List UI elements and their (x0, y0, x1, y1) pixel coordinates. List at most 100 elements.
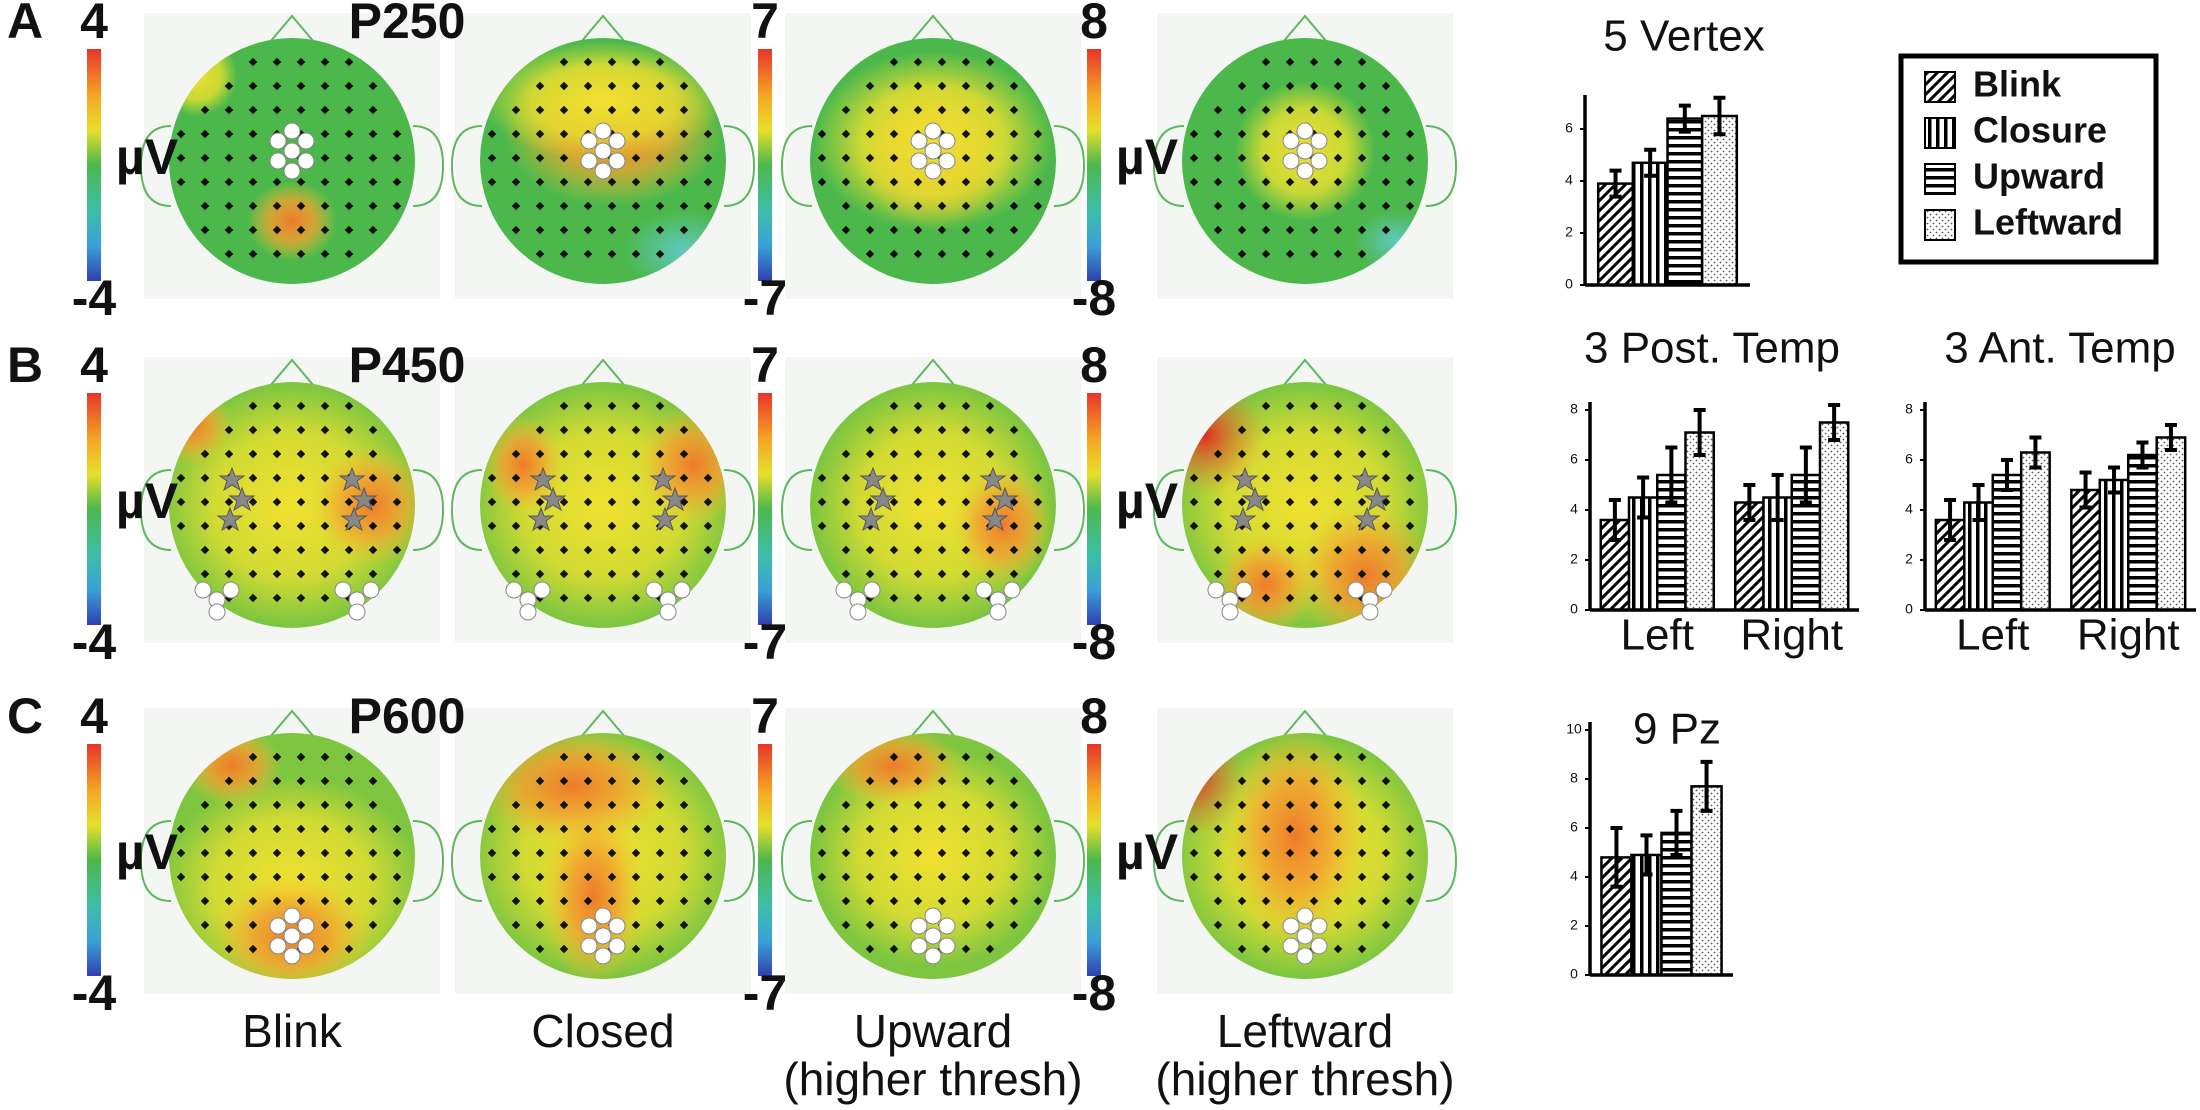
topomap (1152, 708, 1458, 994)
potential-blob (169, 385, 415, 625)
roi-electrode (594, 142, 612, 160)
electrode (535, 569, 545, 579)
electrode (344, 225, 354, 235)
electrode (679, 920, 689, 930)
electrode (487, 521, 497, 531)
potential-blob (1182, 382, 1265, 495)
electrode (607, 824, 617, 834)
electrode (344, 249, 354, 259)
map-field (480, 38, 726, 284)
colorbar-max: 7 (751, 337, 779, 393)
legend-swatch (1924, 163, 1956, 195)
temporal-electrode (216, 506, 244, 532)
head (169, 38, 415, 284)
electrode (1009, 545, 1019, 555)
electrode (889, 521, 899, 531)
electrode (841, 872, 851, 882)
electrode (937, 896, 947, 906)
electrode (913, 401, 923, 411)
electrode (679, 545, 689, 555)
electrode (1237, 569, 1247, 579)
electrode (1009, 521, 1019, 531)
electrode (487, 153, 497, 163)
electrode (320, 569, 330, 579)
colorbar (758, 49, 772, 281)
component-title: P600 (349, 688, 466, 744)
electrode (296, 425, 306, 435)
error-bar (1670, 808, 1683, 857)
electrode (224, 177, 234, 187)
electrode (296, 225, 306, 235)
electrode (985, 848, 995, 858)
electrode (535, 872, 545, 882)
electrode (344, 776, 354, 786)
error-bar (1828, 403, 1841, 442)
nose (910, 709, 956, 738)
electrode (248, 153, 258, 163)
ear (723, 469, 756, 551)
electrode (583, 401, 593, 411)
electrode (679, 449, 689, 459)
electrode (1189, 824, 1199, 834)
electrode (344, 497, 354, 507)
electrode (679, 776, 689, 786)
electrode (1189, 473, 1199, 483)
ear (780, 469, 813, 551)
map-field (810, 733, 1056, 979)
electrode (1009, 920, 1019, 930)
electrode (511, 824, 521, 834)
electrode (320, 249, 330, 259)
electrode (817, 497, 827, 507)
electrode (559, 449, 569, 459)
electrode (1213, 920, 1223, 930)
electrode (1189, 521, 1199, 531)
error-bar (1700, 759, 1713, 813)
electrode (913, 449, 923, 459)
roi-electrode (938, 917, 956, 935)
electrode (1009, 473, 1019, 483)
electrode (487, 872, 497, 882)
electrode (1033, 473, 1043, 483)
electrode (1285, 800, 1295, 810)
electrode (296, 201, 306, 211)
roi-electrode (910, 937, 928, 955)
roi-electrode (594, 162, 612, 180)
electrode (607, 497, 617, 507)
electrode (368, 569, 378, 579)
electrode (535, 848, 545, 858)
electrode (913, 872, 923, 882)
electrode (1009, 872, 1019, 882)
electrode (1333, 401, 1343, 411)
electrode (937, 848, 947, 858)
electrode (272, 81, 282, 91)
electrode (272, 425, 282, 435)
electrode (1237, 449, 1247, 459)
electrode (224, 129, 234, 139)
electrode (889, 800, 899, 810)
electrode (1213, 896, 1223, 906)
electrode (559, 896, 569, 906)
electrode (1333, 521, 1343, 531)
y-tick-label: 2 (1570, 917, 1578, 933)
electrode (487, 848, 497, 858)
roi-electrode (1310, 917, 1328, 935)
nose (1282, 358, 1328, 387)
roi-electrode (1310, 152, 1328, 170)
condition-label: Leftward (1217, 1005, 1393, 1057)
electrode (961, 800, 971, 810)
electrode (272, 473, 282, 483)
error-bar (2079, 470, 2092, 510)
electrode (368, 201, 378, 211)
electrode (607, 521, 617, 531)
electrode (200, 449, 210, 459)
x-tick-label: Right (2077, 611, 2180, 660)
bar (2155, 436, 2187, 612)
roi-electrode (924, 162, 942, 180)
roi-electrode (1296, 142, 1314, 160)
electrode (583, 545, 593, 555)
ear (1152, 469, 1185, 551)
y-tick-label: 2 (1905, 551, 1913, 567)
roi-electrode (910, 152, 928, 170)
electrode (320, 473, 330, 483)
electrode (865, 824, 875, 834)
